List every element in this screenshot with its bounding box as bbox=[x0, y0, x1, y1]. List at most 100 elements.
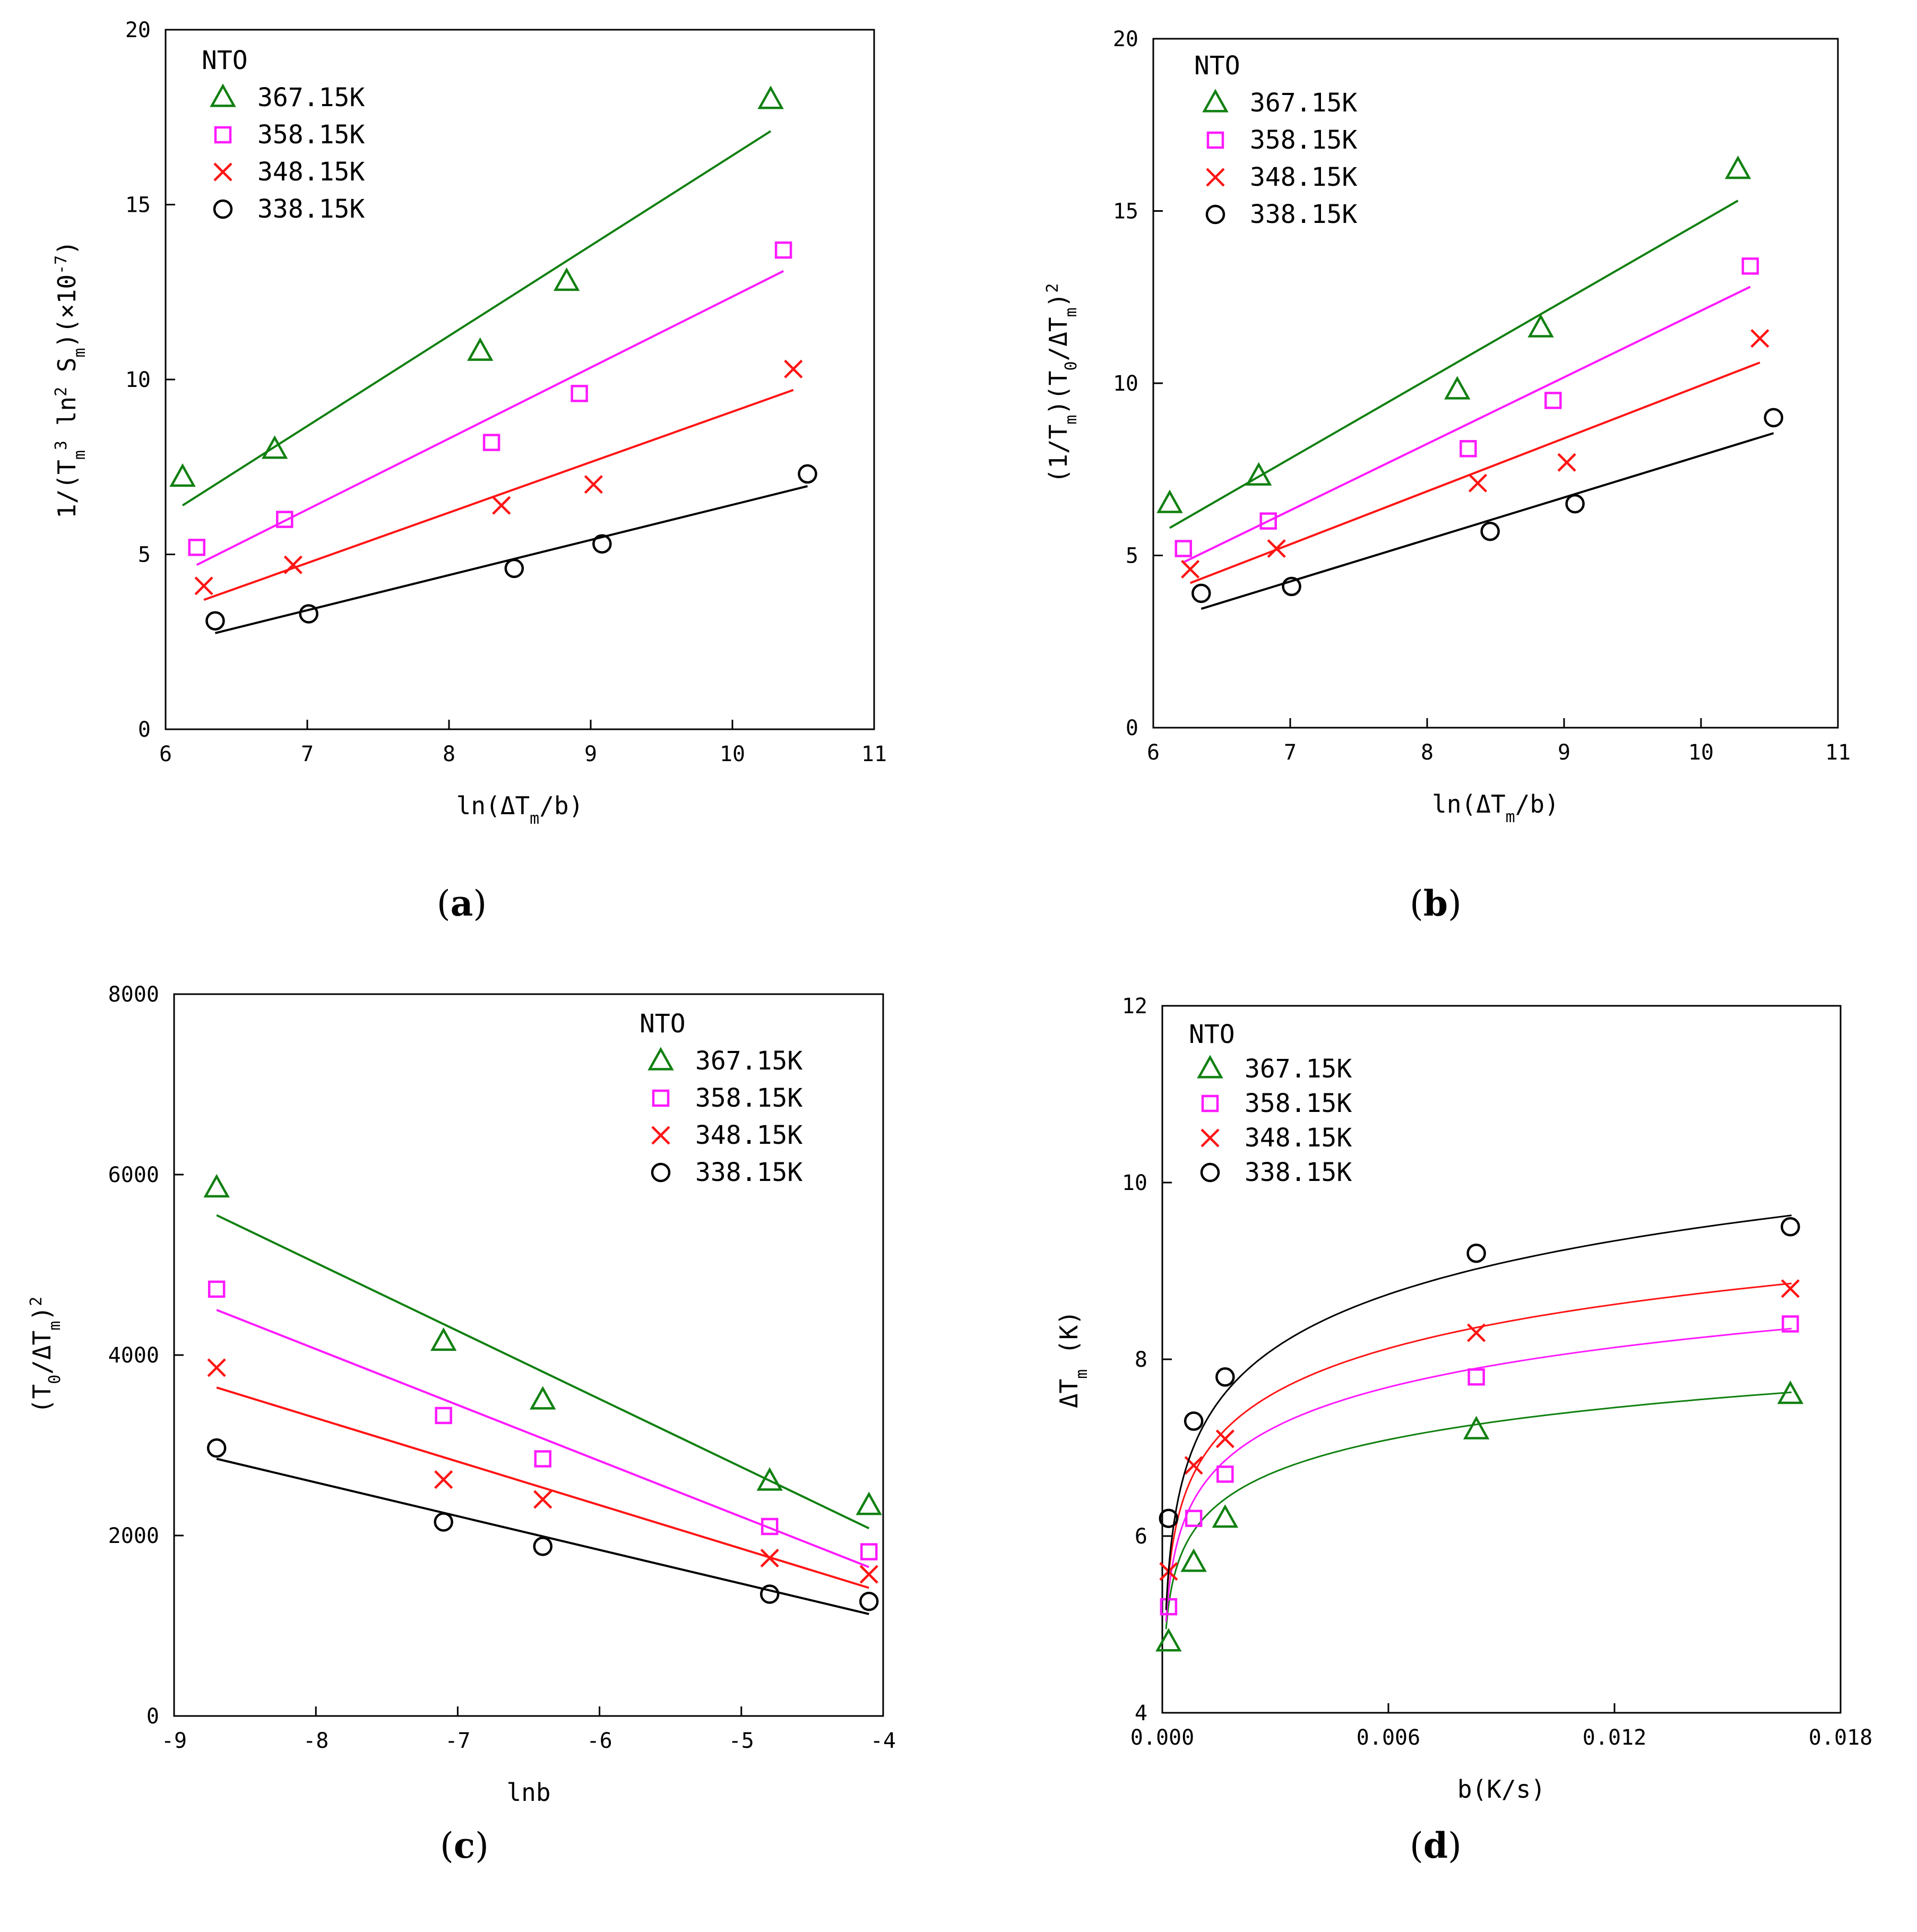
data-point-367 bbox=[1245, 462, 1272, 486]
series-a-338 bbox=[205, 464, 817, 634]
legend-title: NTO bbox=[1189, 1020, 1235, 1049]
series-a-358 bbox=[188, 241, 792, 566]
legend-marker-338 bbox=[213, 199, 233, 219]
x-tick-label-a: 7 bbox=[301, 742, 314, 766]
series-a-348 bbox=[194, 359, 803, 601]
fit-line-348 bbox=[203, 389, 794, 601]
x-tick-label-a: 11 bbox=[861, 742, 887, 766]
legend-label-367: 367.15K bbox=[1250, 88, 1357, 118]
y-tick-label-a: 0 bbox=[138, 718, 151, 742]
data-point-348 bbox=[434, 1470, 453, 1489]
data-point-358 bbox=[208, 1280, 226, 1298]
y-tick-label-c: 0 bbox=[146, 1704, 159, 1729]
legend-label-367: 367.15K bbox=[257, 83, 365, 113]
data-point-358 bbox=[188, 539, 205, 556]
data-point-358 bbox=[276, 511, 293, 528]
data-point-348 bbox=[760, 1548, 779, 1568]
x-tick-label-a: 10 bbox=[720, 742, 745, 766]
data-point-348 bbox=[784, 359, 803, 378]
y-axis-label-b: (1/Tm)(T0/ΔTm)2 bbox=[1043, 283, 1081, 484]
data-point-338 bbox=[1191, 583, 1211, 603]
legend-label-348: 348.15K bbox=[1250, 162, 1357, 192]
x-tick-label-b: 10 bbox=[1688, 740, 1714, 765]
data-point-348 bbox=[1557, 453, 1576, 472]
legend-label-367: 367.15K bbox=[1245, 1054, 1352, 1084]
legend-label-348: 348.15K bbox=[695, 1120, 802, 1150]
x-tick-label-c: -9 bbox=[161, 1729, 187, 1753]
series-b-367 bbox=[1156, 156, 1751, 529]
data-point-338 bbox=[592, 534, 612, 554]
data-point-358 bbox=[1160, 1598, 1178, 1616]
fit-line-358 bbox=[216, 1309, 870, 1568]
data-point-367 bbox=[1156, 489, 1183, 513]
data-point-358 bbox=[1175, 540, 1193, 557]
data-point-358 bbox=[1460, 440, 1477, 458]
fit-line-348 bbox=[216, 1386, 869, 1589]
legend-marker-358 bbox=[1201, 1094, 1219, 1112]
panel-c: -9 -8 -7 -6 -5 -4 0 2000 4000 6000 8000 lnb (T0/ΔTm)… bbox=[27, 982, 896, 1866]
x-tick-label-b: 8 bbox=[1421, 740, 1434, 765]
data-point-338 bbox=[759, 1584, 780, 1604]
data-point-358 bbox=[435, 1407, 452, 1425]
y-tick-label-b: 15 bbox=[1113, 200, 1138, 224]
legend-title: NTO bbox=[1194, 51, 1240, 81]
x-tick-label-c: -6 bbox=[587, 1729, 612, 1753]
x-axis-label-d: b(K/s) bbox=[1457, 1775, 1545, 1804]
data-point-338 bbox=[1215, 1367, 1235, 1387]
y-tick-label-d: 4 bbox=[1135, 1701, 1147, 1726]
legend-label-358: 358.15K bbox=[695, 1083, 802, 1113]
legend-label-367: 367.15K bbox=[695, 1046, 802, 1076]
legend-marker-358 bbox=[1206, 131, 1224, 149]
data-point-367 bbox=[757, 85, 784, 109]
data-point-338 bbox=[859, 1591, 879, 1611]
legend-label-358: 358.15K bbox=[1250, 125, 1357, 155]
data-point-358 bbox=[1216, 1465, 1234, 1483]
y-axis-label-d: ΔTm (K) bbox=[1055, 1310, 1091, 1408]
data-point-338 bbox=[1466, 1243, 1486, 1263]
panel-d: 0.000 0.006 0.012 0.018 4 6 8 10 12 b(K/s) ΔTm (K)… bbox=[1055, 994, 1872, 1866]
x-tick-label-a: 9 bbox=[584, 742, 597, 766]
y-tick-label-a: 20 bbox=[125, 18, 151, 42]
data-point-358 bbox=[860, 1543, 878, 1560]
panel-caption-c: (c) bbox=[440, 1825, 489, 1866]
legend-label-348: 348.15K bbox=[257, 157, 365, 187]
fit-line-358 bbox=[196, 270, 784, 566]
series-d-367 bbox=[1155, 1380, 1804, 1652]
data-point-367 bbox=[169, 463, 196, 487]
y-tick-label-b: 0 bbox=[1126, 716, 1138, 740]
legend-marker-348 bbox=[1201, 1128, 1220, 1148]
x-tick-label-b: 9 bbox=[1558, 740, 1570, 765]
x-tick-label-c: -7 bbox=[445, 1729, 470, 1753]
y-tick-label-d: 8 bbox=[1135, 1348, 1147, 1372]
data-point-348 bbox=[194, 576, 213, 596]
legend-label-358: 358.15K bbox=[257, 120, 365, 150]
y-axis-label-c: (T0/ΔTm)2 bbox=[27, 1297, 64, 1413]
series-d-338 bbox=[1159, 1214, 1800, 1610]
data-point-348 bbox=[1781, 1279, 1800, 1298]
data-point-358 bbox=[1185, 1510, 1203, 1527]
panel-caption-b: (b) bbox=[1410, 883, 1462, 924]
series-c-367 bbox=[203, 1174, 883, 1530]
data-point-338 bbox=[1159, 1508, 1179, 1528]
data-point-358 bbox=[1259, 512, 1277, 530]
data-point-367 bbox=[1444, 376, 1471, 400]
fit-line-358 bbox=[1182, 286, 1751, 564]
series-b-348 bbox=[1181, 329, 1769, 584]
legend-title: NTO bbox=[202, 46, 248, 75]
legend-marker-367 bbox=[1197, 1055, 1223, 1079]
x-tick-label-d: 0.006 bbox=[1357, 1726, 1420, 1750]
x-axis-label-c: lnb bbox=[506, 1778, 550, 1807]
data-point-358 bbox=[1467, 1368, 1485, 1386]
data-point-367 bbox=[1463, 1416, 1490, 1439]
data-point-338 bbox=[206, 1438, 227, 1458]
x-axis-label-a: ln(ΔTm/b) bbox=[456, 791, 584, 828]
data-point-367 bbox=[553, 267, 580, 291]
fit-line-367 bbox=[216, 1214, 870, 1530]
data-point-348 bbox=[492, 496, 511, 515]
y-tick-label-a: 15 bbox=[125, 193, 151, 218]
data-point-367 bbox=[203, 1174, 230, 1198]
legend-a: NTO 367.15K 358.15K 348.15K 338.15K bbox=[202, 46, 365, 224]
legend-b: NTO 367.15K 358.15K 348.15K 338.15K bbox=[1194, 51, 1357, 229]
legend-label-358: 358.15K bbox=[1245, 1089, 1352, 1118]
fit-line-338 bbox=[216, 1457, 869, 1615]
